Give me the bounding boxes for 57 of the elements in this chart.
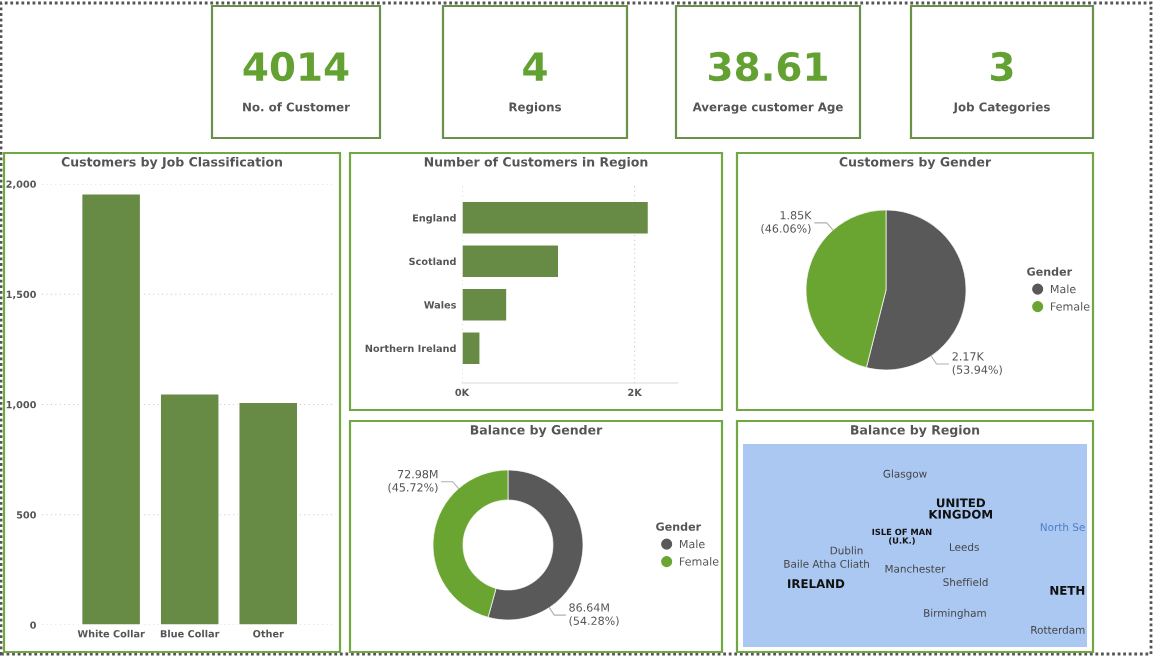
text: Glasgow [883,469,927,480]
chart-title: Number of Customers in Region [424,156,648,170]
text: North Se [1040,523,1085,532]
data-label: 1.85K (46.06%) [761,211,812,235]
text: NETH [1050,586,1085,595]
text: Regions [509,102,562,114]
y-tick-label: 500 [16,511,36,519]
y-tick-label: Scotland [409,257,456,266]
data-label: 2.17K (53.94%) [952,352,1002,376]
x-tick-label: 0K [455,388,470,397]
text: Average customer Age [692,102,843,114]
x-tick-label: White Collar [77,629,145,638]
bar [462,287,508,322]
text: Job Categories [952,102,1050,114]
text: No. of Customer [243,102,350,112]
text: ISLE OF MAN (U.K.) [872,528,932,545]
bar [462,244,560,279]
bar [462,200,650,235]
bar [462,331,481,366]
text: IRELAND [788,579,845,588]
text: 4014 [243,51,349,82]
legend-label: Female [679,557,719,566]
text: Sheffield [943,578,988,587]
text: Manchester [885,564,946,573]
y-tick-label: 0 [30,621,36,629]
x-tick-label: 2K [628,388,643,396]
chart-title: Balance by Gender [470,424,603,438]
x-tick-label: Other [253,629,284,638]
legend-title: Gender [656,522,702,531]
bar [238,401,299,625]
chart-title: Customers by Job Classification [61,156,282,170]
text: UNITED KINGDOM [929,498,993,519]
legend-label: Female [1050,302,1090,311]
bar [159,393,220,625]
legend-title: Gender [1027,267,1073,276]
text: Rotterdam [1031,625,1085,634]
y-tick-label: England [413,214,456,224]
data-label: 86.64M (54.28%) [569,603,619,627]
y-tick-label: 1,000 [6,400,36,410]
text: 4 [523,52,547,81]
bar [80,193,142,625]
y-tick-label: 2,000 [6,180,36,190]
text: 3 [991,51,1013,82]
y-tick-label: 1,500 [6,290,36,300]
y-tick-label: Northern Ireland [365,344,456,353]
text: 38.61 [709,51,827,82]
text: Birmingham [924,608,986,619]
text: Baile Atha Cliath [784,559,869,568]
x-tick-label: Blue Collar [160,629,220,638]
chart-title: Customers by Gender [839,156,992,170]
data-label: 72.98M (45.72%) [388,469,438,493]
legend-label: Male [1050,284,1076,294]
text: Dublin [830,546,863,555]
legend-label: Male [679,539,705,549]
y-tick-label: Wales [424,301,456,309]
text: Leeds [949,542,979,551]
text: Balance by Region [851,424,980,438]
